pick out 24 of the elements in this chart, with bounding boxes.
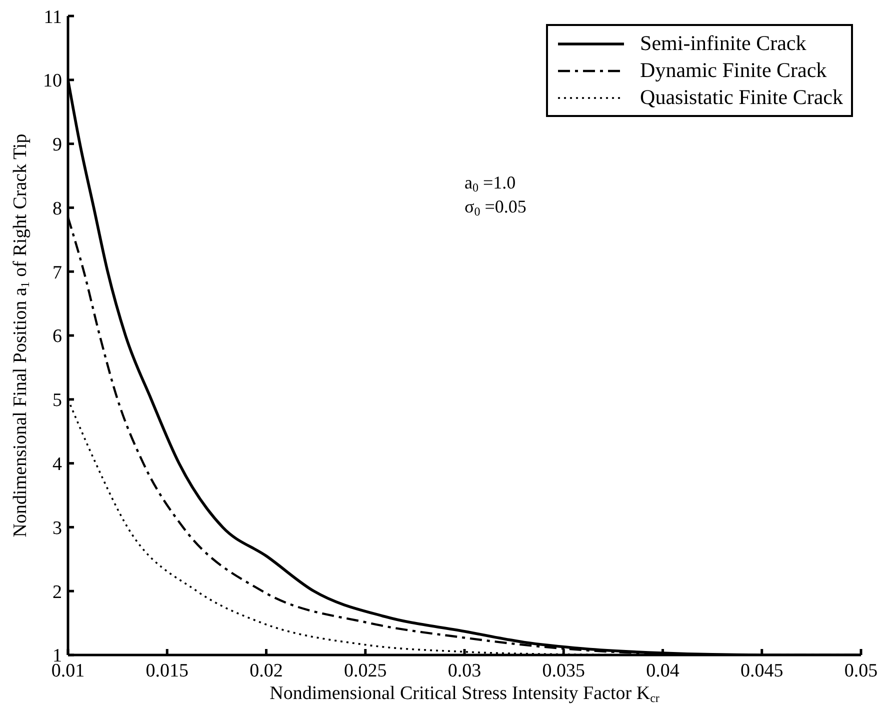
- x-tick-label: 0.03: [448, 660, 482, 682]
- y-tick-label: 6: [52, 326, 62, 348]
- legend-label: Semi-infinite Crack: [640, 31, 806, 56]
- x-tick-label: 0.02: [250, 660, 283, 682]
- y-tick-label: 11: [44, 6, 62, 28]
- y-tick-label: 5: [52, 390, 62, 412]
- y-tick-label: 3: [52, 518, 62, 539]
- y-tick-label: 7: [52, 262, 62, 284]
- x-tick-label: 0.025: [344, 660, 387, 682]
- x-tick-label: 0.015: [146, 660, 188, 682]
- x-tick-label: 0.035: [542, 660, 585, 682]
- y-tick-label: 4: [52, 454, 62, 476]
- legend-label: Dynamic Finite Crack: [640, 58, 827, 83]
- x-tick-label: 0.05: [844, 660, 878, 682]
- annotation: a$_{0}$=1.0: [464, 172, 516, 195]
- y-tick-label: 9: [52, 134, 62, 156]
- y-tick-label: 10: [43, 70, 62, 92]
- x-tick-label: 0.045: [740, 660, 784, 682]
- y-tick-label: 2: [52, 582, 62, 603]
- annotation: σ$_{0}$=0.05: [464, 196, 526, 219]
- x-axis-title: Nondimensional Critical Stress Intensity Factor K$_{cr}$: [270, 683, 660, 705]
- x-tick-label: 0.04: [646, 660, 680, 682]
- y-tick-label: 8: [52, 198, 62, 220]
- legend-label: Quasistatic Finite Crack: [640, 85, 843, 110]
